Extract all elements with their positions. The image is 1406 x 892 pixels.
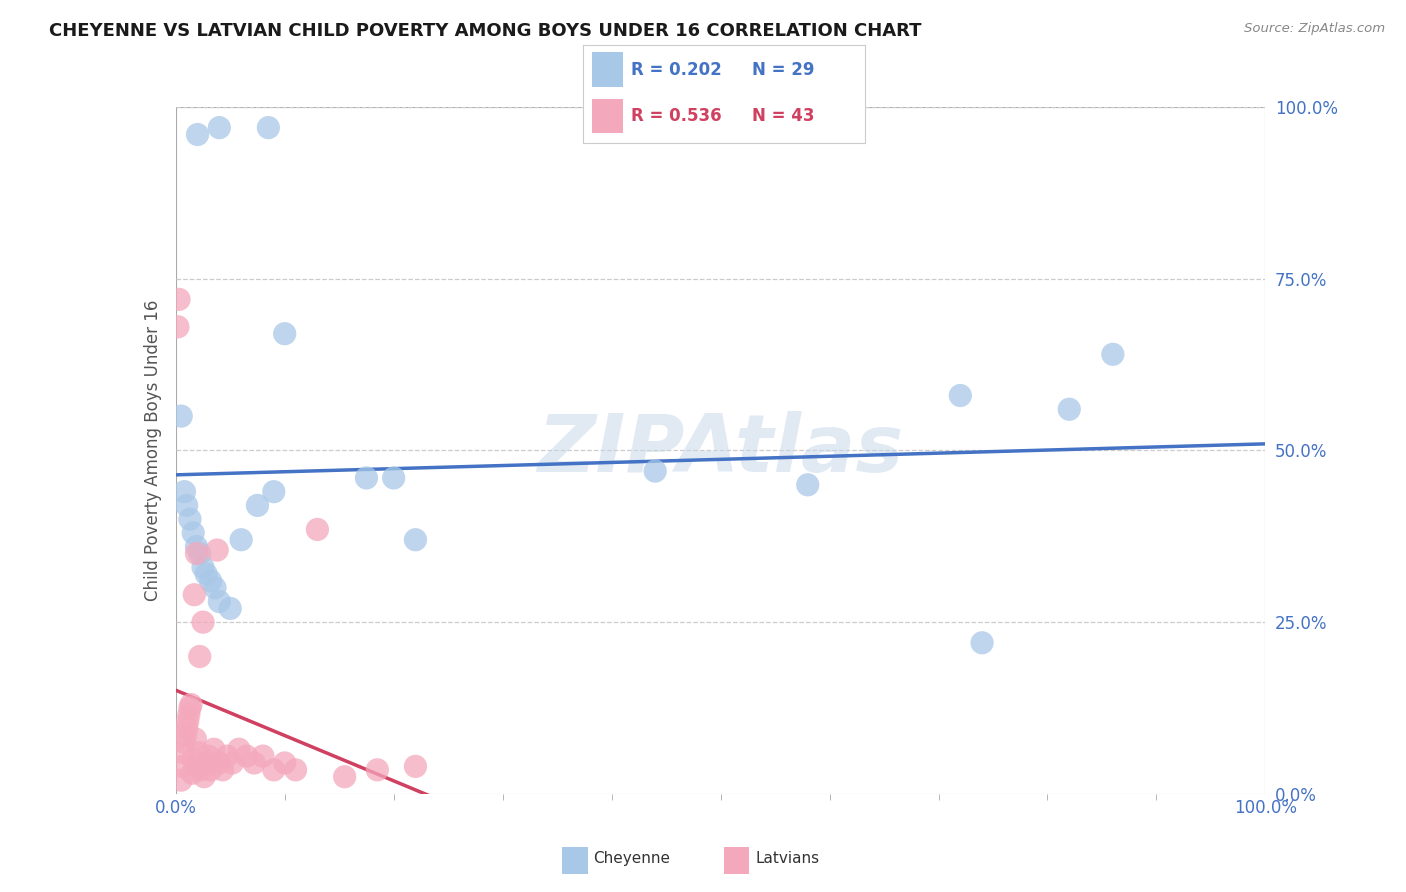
Point (382, 471, 405, 485)
Point (235, 749, 257, 764)
Point (170, 773, 193, 788)
Point (200, 763, 222, 777)
Point (190, 763, 212, 777)
Point (195, 567, 218, 582)
Point (366, 763, 388, 777)
Text: N = 29: N = 29 (752, 61, 814, 78)
Point (796, 478, 818, 492)
Point (228, 742, 250, 756)
Point (174, 729, 197, 743)
Point (179, 512, 201, 526)
Point (188, 546, 211, 561)
Point (208, 120, 231, 135)
Point (263, 484, 285, 499)
Point (181, 766, 204, 780)
Point (181, 525, 204, 540)
Point (197, 749, 219, 764)
Point (187, 746, 209, 760)
Point (167, 319, 190, 334)
Point (183, 588, 205, 602)
Point (202, 742, 225, 756)
Point (205, 543, 228, 558)
Point (184, 731, 207, 746)
Point (221, 756, 243, 770)
Text: Cheyenne: Cheyenne (593, 851, 671, 865)
Point (195, 756, 218, 770)
Point (970, 636, 993, 650)
Point (173, 735, 195, 749)
Point (204, 581, 226, 595)
Point (181, 753, 204, 767)
Point (170, 409, 193, 423)
Point (191, 560, 214, 574)
Point (186, 540, 208, 554)
Point (167, 293, 190, 307)
Point (644, 464, 666, 478)
Point (200, 574, 222, 588)
Point (186, 546, 208, 561)
Point (274, 326, 297, 341)
Point (191, 615, 214, 630)
Point (219, 601, 242, 615)
Text: R = 0.202: R = 0.202 (631, 61, 723, 78)
Point (177, 707, 200, 722)
Point (180, 698, 202, 712)
Point (188, 649, 211, 664)
Text: Latvians: Latvians (755, 851, 820, 865)
Text: ZIPAtlas: ZIPAtlas (537, 411, 904, 490)
Point (186, 759, 209, 773)
Point (186, 128, 209, 142)
Point (356, 471, 378, 485)
Point (307, 523, 329, 537)
Point (1057, 402, 1080, 417)
Point (177, 714, 200, 729)
Point (208, 594, 231, 608)
Y-axis label: Child Poverty Among Boys Under 16: Child Poverty Among Boys Under 16 (143, 300, 162, 601)
FancyBboxPatch shape (592, 99, 623, 133)
Point (208, 756, 231, 770)
Text: Source: ZipAtlas.com: Source: ZipAtlas.com (1244, 22, 1385, 36)
Point (274, 756, 297, 770)
Point (284, 763, 307, 777)
Text: N = 43: N = 43 (752, 107, 814, 125)
Point (333, 770, 356, 784)
Point (215, 749, 238, 764)
Point (176, 722, 198, 736)
Point (243, 756, 266, 770)
Point (1102, 347, 1125, 361)
Point (405, 759, 427, 773)
Point (405, 533, 427, 547)
Point (257, 120, 280, 135)
Point (193, 770, 215, 784)
FancyBboxPatch shape (592, 53, 623, 87)
Text: CHEYENNE VS LATVIAN CHILD POVERTY AMONG BOYS UNDER 16 CORRELATION CHART: CHEYENNE VS LATVIAN CHILD POVERTY AMONG … (49, 22, 922, 40)
Point (231, 533, 253, 547)
Point (176, 499, 198, 513)
Point (172, 746, 194, 760)
Point (949, 388, 972, 402)
Point (263, 763, 285, 777)
Text: R = 0.536: R = 0.536 (631, 107, 721, 125)
Point (172, 759, 194, 773)
Point (252, 749, 274, 764)
Point (246, 499, 269, 513)
Point (211, 763, 233, 777)
Point (173, 484, 195, 499)
Point (179, 701, 201, 715)
